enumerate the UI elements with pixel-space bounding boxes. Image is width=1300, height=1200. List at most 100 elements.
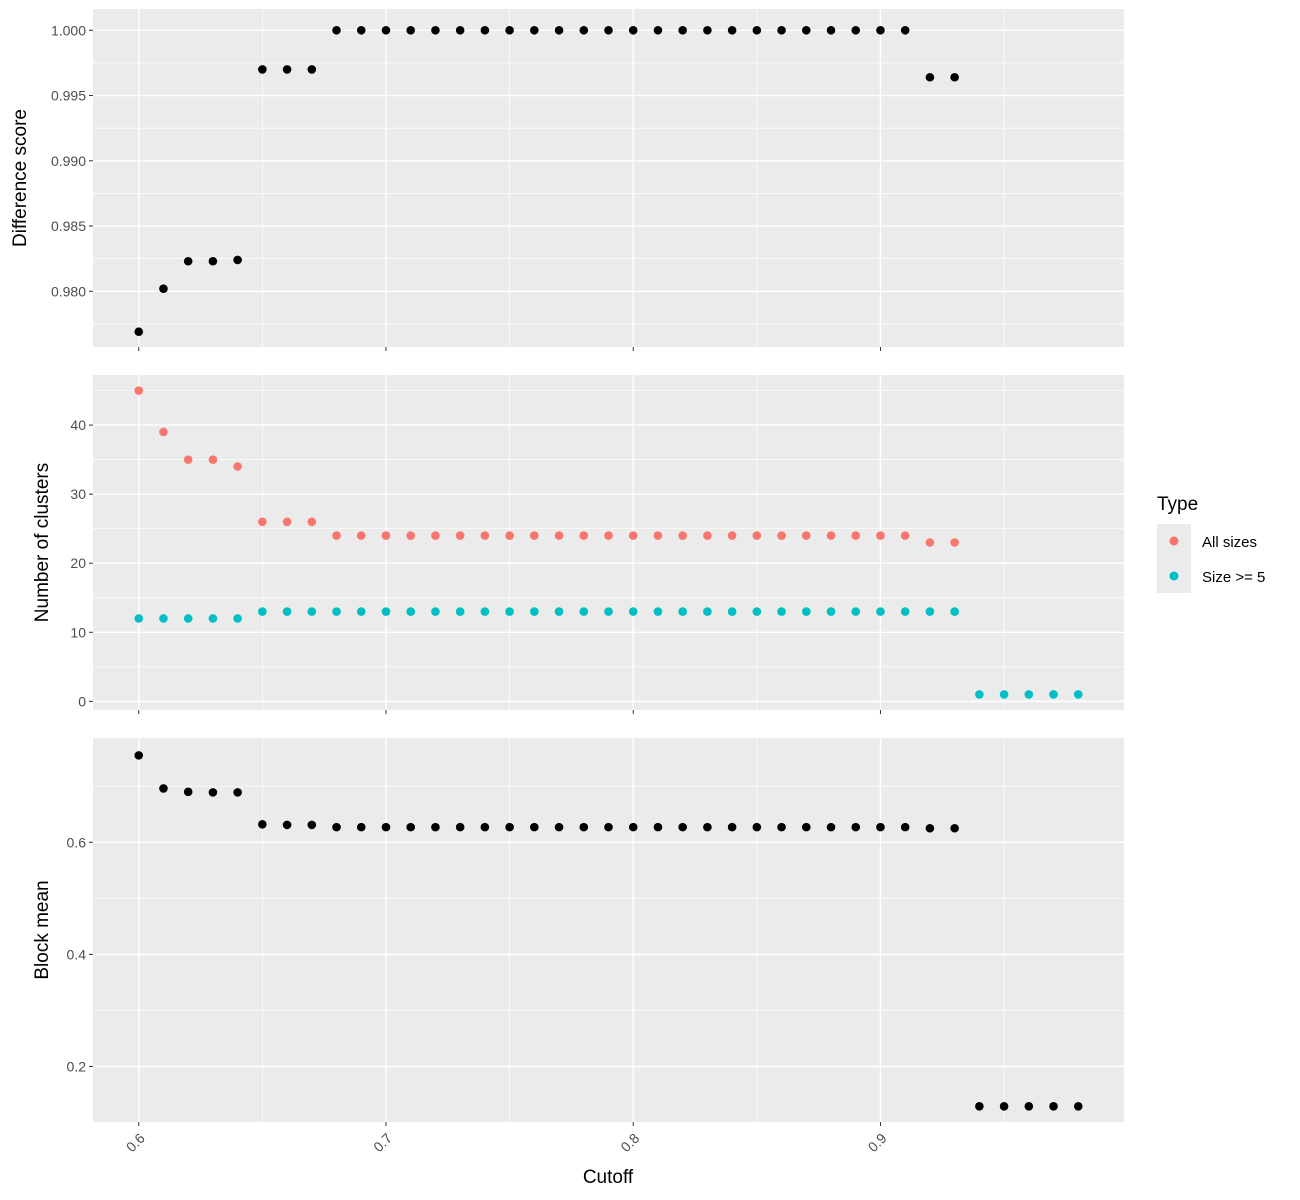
data-point: [851, 822, 861, 832]
data-point: [752, 531, 762, 540]
data-point: [282, 65, 292, 74]
data-point: [159, 614, 168, 623]
data-point: [307, 65, 317, 74]
legend-key-all-sizes: [1169, 536, 1179, 546]
data-point: [332, 822, 341, 832]
data-point: [332, 531, 341, 540]
series-points: [134, 386, 959, 547]
y-tick-label: 30: [70, 486, 86, 502]
data-point: [480, 25, 490, 35]
data-point: [381, 607, 391, 616]
data-point: [900, 607, 910, 616]
data-point: [1073, 1102, 1083, 1111]
data-point: [431, 25, 440, 35]
panel-0: 0.980 0.985 0.990 0.995 1.000 Difference scor…: [10, 9, 1124, 351]
data-point: [356, 531, 366, 540]
data-point: [777, 822, 786, 832]
data-point: [876, 607, 885, 616]
y-tick-label: 0: [78, 693, 86, 709]
data-point: [703, 531, 712, 540]
data-point: [851, 25, 861, 35]
data-point: [628, 822, 638, 832]
data-point: [876, 822, 885, 832]
data-point: [406, 822, 416, 832]
y-tick-label: 0.995: [51, 88, 86, 104]
data-point: [406, 607, 416, 616]
data-point: [653, 25, 663, 35]
chart-panels: 0.980 0.985 0.990 0.995 1.000 Difference scor…: [10, 9, 1124, 1155]
y-tick-label: 0.985: [51, 218, 86, 234]
data-point: [604, 607, 613, 616]
data-point: [480, 822, 490, 832]
data-point: [530, 531, 539, 540]
data-point: [332, 607, 341, 616]
data-point: [604, 25, 613, 35]
data-point: [925, 607, 935, 616]
data-point: [876, 25, 885, 35]
panel-background: [93, 738, 1124, 1122]
data-point: [653, 822, 663, 832]
y-tick-label: 20: [70, 555, 86, 571]
data-point: [406, 531, 416, 540]
data-point: [159, 427, 168, 437]
data-point: [554, 531, 564, 540]
data-point: [356, 822, 366, 832]
legend-key-background: [1157, 524, 1191, 593]
data-point: [678, 607, 687, 616]
data-point: [307, 517, 317, 527]
data-point: [307, 607, 317, 616]
legend: Type All sizes Size >= 5: [1157, 494, 1265, 593]
panel-2: 0.2 0.4 0.6 Block mean: [32, 738, 1124, 1126]
legend-label-size-ge-5: Size >= 5: [1202, 569, 1265, 586]
data-point: [752, 25, 762, 35]
data-point: [159, 784, 168, 793]
data-point: [1049, 690, 1058, 699]
data-point: [431, 607, 440, 616]
y-tick-label: 40: [70, 417, 86, 433]
legend-key-size-ge-5: [1169, 571, 1179, 581]
data-point: [1024, 1102, 1034, 1111]
data-point: [406, 25, 416, 35]
data-point: [134, 614, 144, 623]
data-point: [801, 531, 811, 540]
data-point: [752, 822, 762, 832]
data-point: [183, 787, 193, 797]
data-point: [332, 25, 341, 35]
data-point: [1049, 1102, 1058, 1111]
data-point: [727, 531, 737, 540]
data-point: [233, 255, 242, 265]
data-point: [604, 531, 613, 540]
data-point: [455, 25, 465, 35]
x-tick-label: 0.6: [123, 1130, 148, 1155]
data-point: [282, 517, 292, 527]
data-point: [134, 386, 144, 395]
data-point: [975, 690, 984, 699]
data-point: [258, 607, 267, 616]
data-point: [455, 607, 465, 616]
data-point: [431, 822, 440, 832]
data-point: [999, 690, 1009, 699]
data-point: [183, 455, 193, 464]
x-tick-label: 0.9: [865, 1130, 890, 1155]
data-point: [727, 25, 737, 35]
data-point: [628, 25, 638, 35]
data-point: [134, 751, 144, 760]
data-point: [530, 822, 539, 832]
y-axis-title: Difference score: [10, 109, 31, 247]
data-point: [777, 607, 786, 616]
data-point: [455, 822, 465, 832]
data-point: [505, 607, 514, 616]
data-point: [208, 455, 218, 464]
data-point: [950, 72, 959, 82]
data-point: [678, 531, 687, 540]
data-point: [579, 822, 589, 832]
data-point: [653, 531, 663, 540]
data-point: [950, 823, 959, 833]
data-point: [307, 820, 317, 830]
data-point: [258, 517, 267, 527]
data-point: [159, 284, 168, 293]
data-point: [233, 462, 242, 471]
data-point: [208, 788, 218, 797]
data-point: [678, 25, 687, 35]
